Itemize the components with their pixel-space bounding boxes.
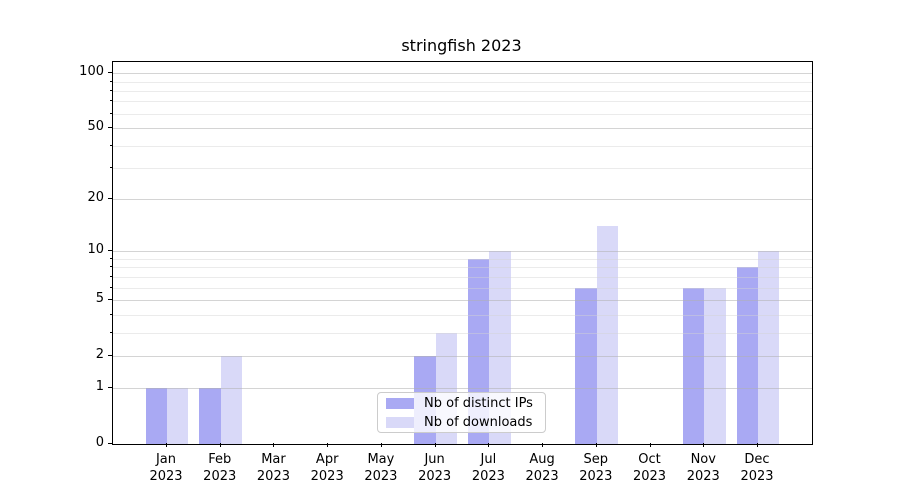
y-axis-minor-tick	[110, 112, 112, 114]
y-tick-label: 50	[87, 119, 104, 135]
bar-downloads	[704, 287, 726, 444]
x-tick-label: Mar 2023	[256, 452, 290, 484]
y-axis-tick	[108, 127, 112, 129]
legend-item-downloads: Nb of downloads	[386, 414, 537, 430]
bar-downloads	[596, 226, 619, 444]
x-tick-label: Sep 2023	[579, 452, 613, 484]
gridline-minor	[113, 276, 812, 278]
x-axis-tick	[488, 443, 490, 447]
x-tick-label: Nov 2023	[686, 452, 720, 484]
bar-downloads	[167, 388, 189, 444]
y-axis-minor-tick	[110, 100, 112, 102]
y-axis-minor-tick	[110, 266, 112, 268]
bar-downloads	[758, 251, 780, 444]
y-axis-minor-tick	[110, 331, 112, 333]
gridline-major	[113, 388, 812, 390]
x-tick-label: Jun 2023	[418, 452, 452, 484]
legend-label: Nb of distinct IPs	[424, 395, 533, 411]
gridline-minor	[113, 101, 812, 103]
gridline-major	[113, 251, 812, 253]
x-axis-tick	[380, 443, 382, 447]
y-axis-tick	[108, 299, 112, 300]
x-axis-tick	[649, 443, 651, 447]
bar-distinct-ips	[575, 287, 597, 444]
x-tick-label: Oct 2023	[632, 452, 667, 484]
gridline-minor	[113, 258, 812, 260]
legend-label: Nb of downloads	[424, 414, 533, 430]
chart-title: stringfish 2023	[401, 36, 522, 55]
gridline-minor	[113, 314, 812, 316]
x-tick-label: May 2023	[364, 452, 398, 484]
bar-distinct-ips	[199, 388, 221, 444]
legend-swatch-distinct-ips-icon	[386, 397, 414, 409]
gridline-minor	[113, 168, 812, 170]
plot-area	[112, 61, 813, 445]
x-tick-label: Feb 2023	[203, 452, 237, 484]
y-tick-label: 5	[95, 291, 104, 306]
y-axis-minor-tick	[110, 167, 112, 169]
y-axis-minor-tick	[110, 286, 112, 288]
gridline-minor	[113, 267, 812, 269]
legend-swatch-downloads-icon	[386, 416, 414, 428]
y-axis-minor-tick	[110, 144, 112, 146]
gridline-minor	[113, 81, 812, 83]
x-axis-tick	[595, 443, 597, 447]
y-tick-label: 2	[95, 346, 104, 362]
bar-downloads	[220, 355, 243, 444]
y-axis-minor-tick	[110, 275, 112, 277]
gridline-major	[113, 300, 812, 301]
gridline-major	[113, 128, 812, 130]
gridline-major	[113, 73, 812, 75]
y-tick-label: 20	[87, 190, 104, 206]
x-axis-tick	[434, 443, 436, 447]
gridline-minor	[113, 145, 812, 147]
y-axis-minor-tick	[110, 313, 112, 315]
x-tick-label: Apr 2023	[310, 452, 344, 484]
y-axis-tick	[108, 443, 112, 444]
x-axis-tick	[327, 443, 329, 447]
y-tick-label: 0	[95, 435, 104, 450]
gridline-major	[113, 199, 812, 201]
gridline-minor	[113, 332, 812, 334]
x-tick-label: Jan 2023	[149, 452, 183, 484]
x-tick-label: Jul 2023	[471, 452, 505, 484]
bar-distinct-ips	[682, 287, 705, 444]
x-axis-tick	[703, 443, 705, 447]
gridline-minor	[113, 287, 812, 289]
y-axis-tick	[108, 250, 112, 252]
y-tick-label: 1	[95, 379, 104, 395]
gridline-minor	[113, 113, 812, 115]
x-axis-tick	[273, 443, 275, 447]
y-axis-minor-tick	[110, 257, 112, 259]
bar-distinct-ips	[145, 388, 167, 444]
x-axis-tick	[542, 443, 544, 447]
y-tick-label: 100	[79, 64, 104, 80]
y-axis-minor-tick	[110, 80, 112, 82]
x-axis-tick	[219, 443, 221, 447]
x-tick-label: Aug 2023	[525, 452, 559, 484]
y-axis-tick	[108, 198, 112, 200]
x-tick-label: Dec 2023	[740, 452, 774, 484]
x-axis-tick	[757, 443, 758, 447]
y-tick-label: 10	[87, 242, 104, 258]
gridline-minor	[113, 90, 812, 92]
x-axis-tick	[166, 443, 167, 447]
y-axis-tick	[108, 72, 112, 74]
y-axis-tick	[108, 387, 112, 389]
y-axis-minor-tick	[110, 89, 112, 91]
y-axis-tick	[108, 354, 112, 356]
gridline-major	[113, 355, 812, 357]
legend-item-distinct-ips: Nb of distinct IPs	[386, 395, 537, 411]
legend: Nb of distinct IPs Nb of downloads	[377, 392, 546, 433]
